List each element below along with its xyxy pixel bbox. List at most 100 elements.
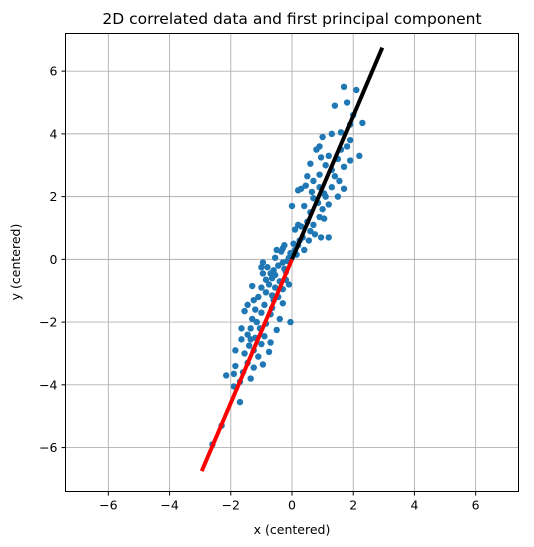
scatter-point [336, 177, 343, 185]
scatter-point [253, 318, 261, 326]
scatter-point [319, 205, 326, 213]
x-tick-label: 6 [472, 498, 480, 513]
scatter-point [273, 326, 280, 334]
scatter-point [261, 333, 268, 340]
scatter-point [255, 293, 262, 301]
scatter-point [255, 353, 262, 360]
scatter-point [340, 83, 348, 91]
scatter-point [250, 364, 257, 371]
scatter-point [249, 282, 256, 290]
scatter-point [275, 262, 282, 269]
scatter-point [353, 86, 360, 94]
scatter-point [305, 237, 313, 244]
x-tick-label: −6 [99, 498, 117, 513]
y-tick-label: −4 [39, 377, 57, 392]
scatter-point [356, 152, 363, 160]
scatter-point [343, 143, 351, 150]
scatter-point [238, 325, 245, 332]
scatter-point [343, 99, 351, 106]
scatter-point [241, 350, 248, 357]
scatter-point [261, 301, 268, 309]
scatter-point [258, 264, 265, 271]
scatter-point [319, 133, 326, 141]
scatter-point [287, 318, 294, 326]
scatter-point [232, 347, 239, 354]
scatter-point [294, 187, 302, 194]
scatter-point [322, 162, 329, 169]
pc-line-positive [290, 46, 385, 261]
grid [65, 33, 519, 492]
scatter-point [267, 339, 274, 346]
scatter-point [244, 301, 251, 309]
y-tick-label: 0 [50, 252, 58, 267]
scatter-point [222, 372, 230, 379]
scatter-point [331, 173, 339, 180]
scatter-point [340, 163, 348, 171]
scatter-point [322, 193, 329, 200]
y-axis-label: y (centered) [8, 224, 23, 301]
scatter-point [325, 201, 332, 208]
scatter-point [334, 193, 342, 200]
scatter-point [294, 221, 302, 229]
principal-component-lines [199, 46, 385, 472]
scatter-point [259, 270, 267, 277]
x-tick-label: −2 [222, 498, 240, 513]
chart-title: 2D correlated data and first principal c… [102, 10, 481, 28]
scatter-point [268, 274, 276, 282]
scatter-point [265, 281, 273, 288]
scatter-point [259, 361, 267, 368]
axis-ticks: −6 −4 −2 0 2 4 6 −6 −4 −2 0 2 4 6 [39, 64, 480, 513]
scatter-point [244, 331, 251, 338]
y-tick-label: 4 [50, 126, 58, 141]
scatter-point [340, 185, 348, 192]
scatter-point [317, 234, 325, 241]
scatter-point [262, 276, 270, 283]
scatter-point [346, 136, 354, 144]
scatter-point [320, 215, 328, 222]
scatter-point [307, 227, 314, 235]
scatter-point [252, 306, 259, 313]
scatter-point [241, 307, 248, 315]
scatter-point [276, 315, 283, 323]
scatter-point [258, 340, 265, 348]
scatter-point [301, 202, 308, 210]
scatter-point [245, 342, 253, 349]
scatter-point [247, 375, 254, 382]
scatter-point [264, 264, 271, 271]
scatter-point [346, 157, 354, 164]
scatter-point [262, 289, 270, 296]
scatter-point [310, 177, 317, 185]
scatter-point [328, 184, 335, 191]
scatter-point [316, 171, 323, 178]
scatter-point [258, 309, 265, 316]
x-tick-label: 0 [288, 498, 296, 513]
scatter-point [249, 315, 256, 323]
x-axis-label: x (centered) [254, 522, 331, 537]
scatter-point [288, 202, 296, 210]
x-tick-label: 4 [410, 498, 418, 513]
y-tick-label: 2 [50, 189, 58, 204]
scatter-point [290, 240, 297, 247]
scatter-point [247, 336, 254, 343]
scatter-point [359, 119, 366, 127]
scatter-point [285, 281, 293, 288]
scatter-point [310, 221, 317, 229]
scatter-point [331, 102, 339, 109]
scatter-point [250, 296, 257, 304]
scatter-point [316, 143, 323, 150]
scatter-point [311, 231, 319, 238]
scatter-point [291, 226, 299, 233]
scatter-point [279, 259, 287, 266]
scatter-point [247, 325, 254, 332]
scatter-point [279, 300, 287, 307]
y-tick-label: −6 [39, 440, 57, 455]
scatter-point [273, 246, 280, 254]
scatter-point [308, 188, 316, 196]
scatter-point [232, 362, 239, 370]
scatter-point [258, 284, 265, 291]
y-tick-label: 6 [50, 64, 58, 79]
scatter-point [230, 370, 238, 378]
scatter-point [317, 154, 325, 161]
scatter-point [238, 336, 245, 343]
